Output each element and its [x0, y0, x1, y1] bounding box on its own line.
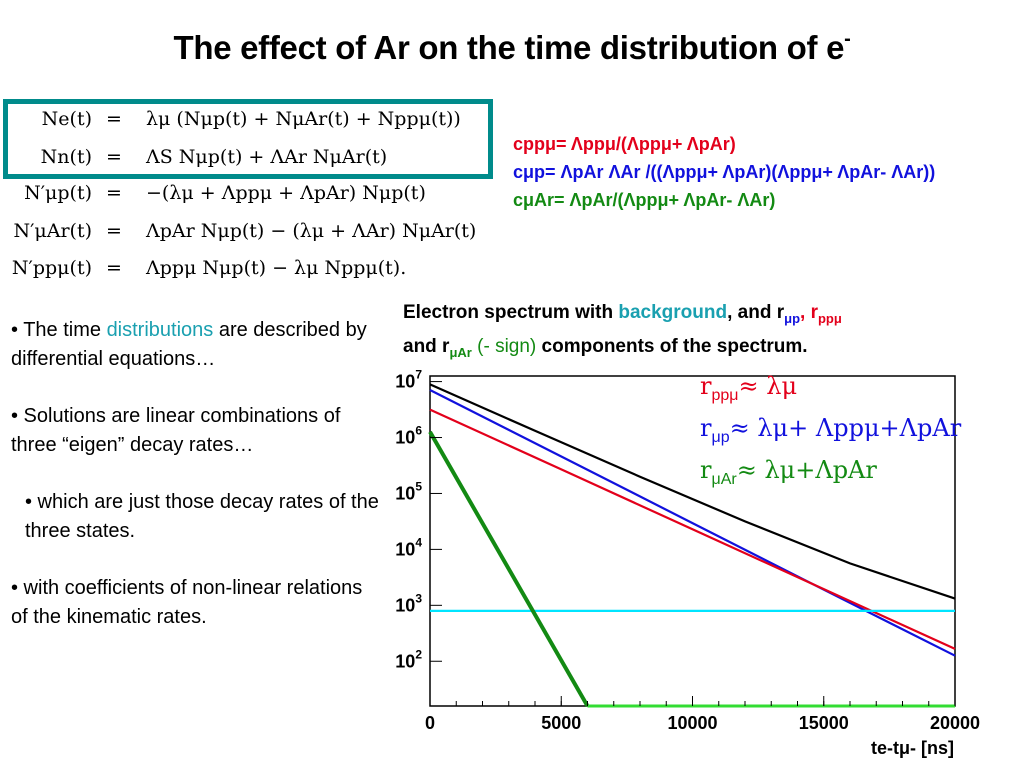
coefficient-mup: cμp= ΛpAr ΛAr /((Λppμ+ ΛpAr)(Λppμ+ ΛpAr-…	[513, 162, 936, 182]
equation-rhs: λμ (Nμp(t) + NμAr(t) + Nppμ(t))	[146, 108, 461, 130]
highlight-word: distributions	[106, 319, 214, 341]
bullet-item: • The time distributions are described b…	[11, 319, 367, 370]
x-tick-label: 5000	[541, 713, 581, 733]
x-tick-label: 20000	[930, 713, 980, 733]
legend-item-ppmu: rppμ≈ λμ	[700, 372, 798, 404]
equation-lhs: N′μAr(t)	[13, 220, 92, 242]
equals-sign: =	[106, 146, 122, 168]
chart-caption: Electron spectrum with background, and r…	[403, 302, 842, 360]
caption-background: background	[618, 302, 728, 323]
y-tick-label: 106	[395, 424, 422, 448]
bullet-item: • which are just those decay rates of th…	[25, 491, 379, 542]
series-line-4	[428, 430, 590, 707]
electron-spectrum-chart: 0 5000 10000 15000 20000 102 103 104 105 106 107 t…	[395, 368, 980, 758]
equation-lhs: N′ppμ(t)	[11, 257, 92, 279]
legend-item-muar: rμAr≈ λμ+ΛpAr	[700, 455, 877, 488]
equation-highlight-box	[3, 99, 493, 179]
coefficient-ppmu: cppμ= Λppμ/(Λppμ+ ΛpAr)	[513, 134, 736, 154]
equals-sign: =	[106, 108, 122, 130]
equals-sign: =	[106, 257, 122, 279]
equation-rhs: ΛpAr Nμp(t) − (λμ + ΛAr) NμAr(t)	[146, 220, 477, 242]
bullet-item: • Solutions are linear combinations of t…	[11, 405, 341, 456]
caption-minus-sign: (- sign)	[471, 335, 537, 357]
x-axis-label: te-tμ- [ns]	[871, 738, 954, 758]
series-line-0	[429, 383, 956, 600]
equation-rhs: ΛS Nμp(t) + ΛAr NμAr(t)	[146, 146, 388, 168]
equation-lhs: Nn(t)	[40, 146, 92, 168]
bullet-item: • with coefficients of non-linear relati…	[11, 577, 363, 628]
equals-sign: =	[106, 182, 122, 204]
chart-legend: rppμ≈ λμ rμp≈ λμ+ Λppμ+ΛpAr rμAr≈ λμ+ΛpA…	[700, 370, 961, 495]
y-tick-label: 102	[395, 647, 422, 671]
equation-lhs: N′μp(t)	[24, 182, 92, 204]
equation-rhs: −(λμ + Λppμ + ΛpAr) Nμp(t)	[146, 182, 426, 204]
page-title: The effect of Ar on the time distributio…	[173, 28, 851, 66]
bullet-list: • The time distributions are described b…	[11, 316, 381, 660]
y-tick-label: 105	[395, 479, 422, 503]
series-line-2	[429, 408, 956, 650]
equation-rhs: Λppμ Nμp(t) − λμ Nppμ(t).	[146, 257, 407, 279]
x-tick-label: 15000	[799, 713, 849, 733]
y-tick-label: 103	[395, 591, 422, 615]
series-layer	[428, 383, 956, 708]
coefficient-list: cppμ= Λppμ/(Λppμ+ ΛpAr) cμp= ΛpAr ΛAr /(…	[513, 130, 935, 214]
equation-lhs: Ne(t)	[41, 108, 92, 130]
y-tick-label: 107	[395, 368, 422, 392]
y-tick-label: 104	[395, 535, 422, 559]
x-tick-label: 10000	[667, 713, 717, 733]
equals-sign: =	[106, 220, 122, 242]
x-tick-label: 0	[425, 713, 435, 733]
equation-block: Ne(t) = λμ (Nμp(t) + NμAr(t) + Nppμ(t)) …	[0, 104, 500, 284]
legend-item-mup: rμp≈ λμ+ Λppμ+ΛpAr	[700, 413, 962, 446]
coefficient-muar: cμAr= ΛpAr/(Λppμ+ ΛpAr- ΛAr)	[513, 190, 776, 210]
